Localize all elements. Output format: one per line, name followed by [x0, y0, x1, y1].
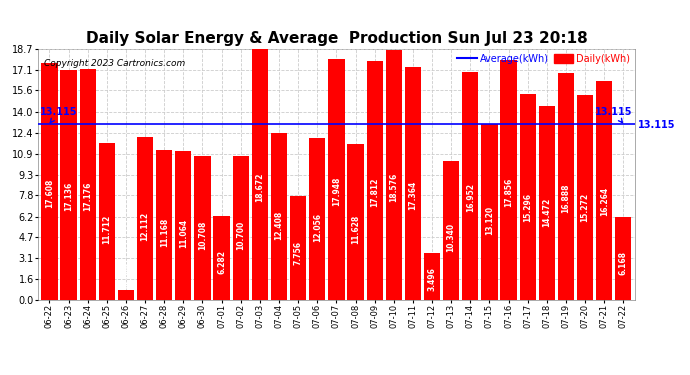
Bar [596, 81, 612, 300]
Text: 12.408: 12.408 [275, 210, 284, 240]
Text: 13.120: 13.120 [485, 206, 494, 235]
Bar [271, 133, 287, 300]
Text: 13.115: 13.115 [595, 107, 633, 123]
Bar [405, 67, 421, 300]
Text: 0.728: 0.728 [121, 262, 130, 286]
Text: Copyright 2023 Cartronics.com: Copyright 2023 Cartronics.com [44, 59, 185, 68]
Text: 17.136: 17.136 [64, 182, 73, 211]
Bar [156, 150, 172, 300]
Text: 6.168: 6.168 [619, 251, 628, 275]
Bar [328, 59, 344, 300]
Text: 10.340: 10.340 [446, 223, 455, 252]
Legend: Average(kWh), Daily(kWh): Average(kWh), Daily(kWh) [457, 54, 630, 64]
Bar [558, 73, 574, 300]
Text: 10.700: 10.700 [236, 220, 245, 250]
Text: 17.176: 17.176 [83, 182, 92, 211]
Text: 11.712: 11.712 [102, 214, 111, 244]
Bar [500, 60, 517, 300]
Bar [290, 196, 306, 300]
Bar [366, 61, 383, 300]
Text: 6.282: 6.282 [217, 250, 226, 274]
Text: 17.856: 17.856 [504, 177, 513, 207]
Bar [252, 49, 268, 300]
Bar [79, 69, 96, 300]
Bar [539, 105, 555, 300]
Text: 17.812: 17.812 [370, 178, 379, 207]
Text: 14.472: 14.472 [542, 198, 551, 227]
Bar [99, 142, 115, 300]
Text: 3.496: 3.496 [428, 267, 437, 291]
Bar [462, 72, 478, 300]
Text: 15.272: 15.272 [580, 193, 589, 222]
Text: 7.756: 7.756 [294, 241, 303, 265]
Text: 18.576: 18.576 [389, 173, 398, 202]
Bar [443, 161, 460, 300]
Text: 12.056: 12.056 [313, 213, 322, 242]
Text: 13.115: 13.115 [40, 107, 77, 123]
Text: 16.888: 16.888 [562, 183, 571, 213]
Text: 18.672: 18.672 [255, 172, 264, 202]
Text: 15.296: 15.296 [523, 193, 532, 222]
Text: 16.264: 16.264 [600, 187, 609, 216]
Bar [118, 290, 134, 300]
Bar [213, 216, 230, 300]
Bar [175, 152, 191, 300]
Bar [195, 156, 210, 300]
Bar [309, 138, 326, 300]
Bar [520, 94, 536, 300]
Text: 17.608: 17.608 [45, 179, 54, 208]
Text: 11.168: 11.168 [159, 218, 169, 247]
Bar [41, 63, 57, 300]
Bar [386, 50, 402, 300]
Text: 11.064: 11.064 [179, 219, 188, 248]
Title: Daily Solar Energy & Average  Production Sun Jul 23 20:18: Daily Solar Energy & Average Production … [86, 31, 587, 46]
Bar [424, 253, 440, 300]
Text: 17.364: 17.364 [408, 180, 417, 210]
Bar [61, 70, 77, 300]
Bar [233, 156, 249, 300]
Bar [615, 217, 631, 300]
Text: 10.708: 10.708 [198, 220, 207, 250]
Bar [482, 124, 497, 300]
Text: 16.952: 16.952 [466, 183, 475, 212]
Bar [347, 144, 364, 300]
Bar [137, 137, 153, 300]
Text: 11.628: 11.628 [351, 215, 360, 244]
Text: 12.112: 12.112 [141, 212, 150, 242]
Text: 17.948: 17.948 [332, 177, 341, 206]
Bar [577, 95, 593, 300]
